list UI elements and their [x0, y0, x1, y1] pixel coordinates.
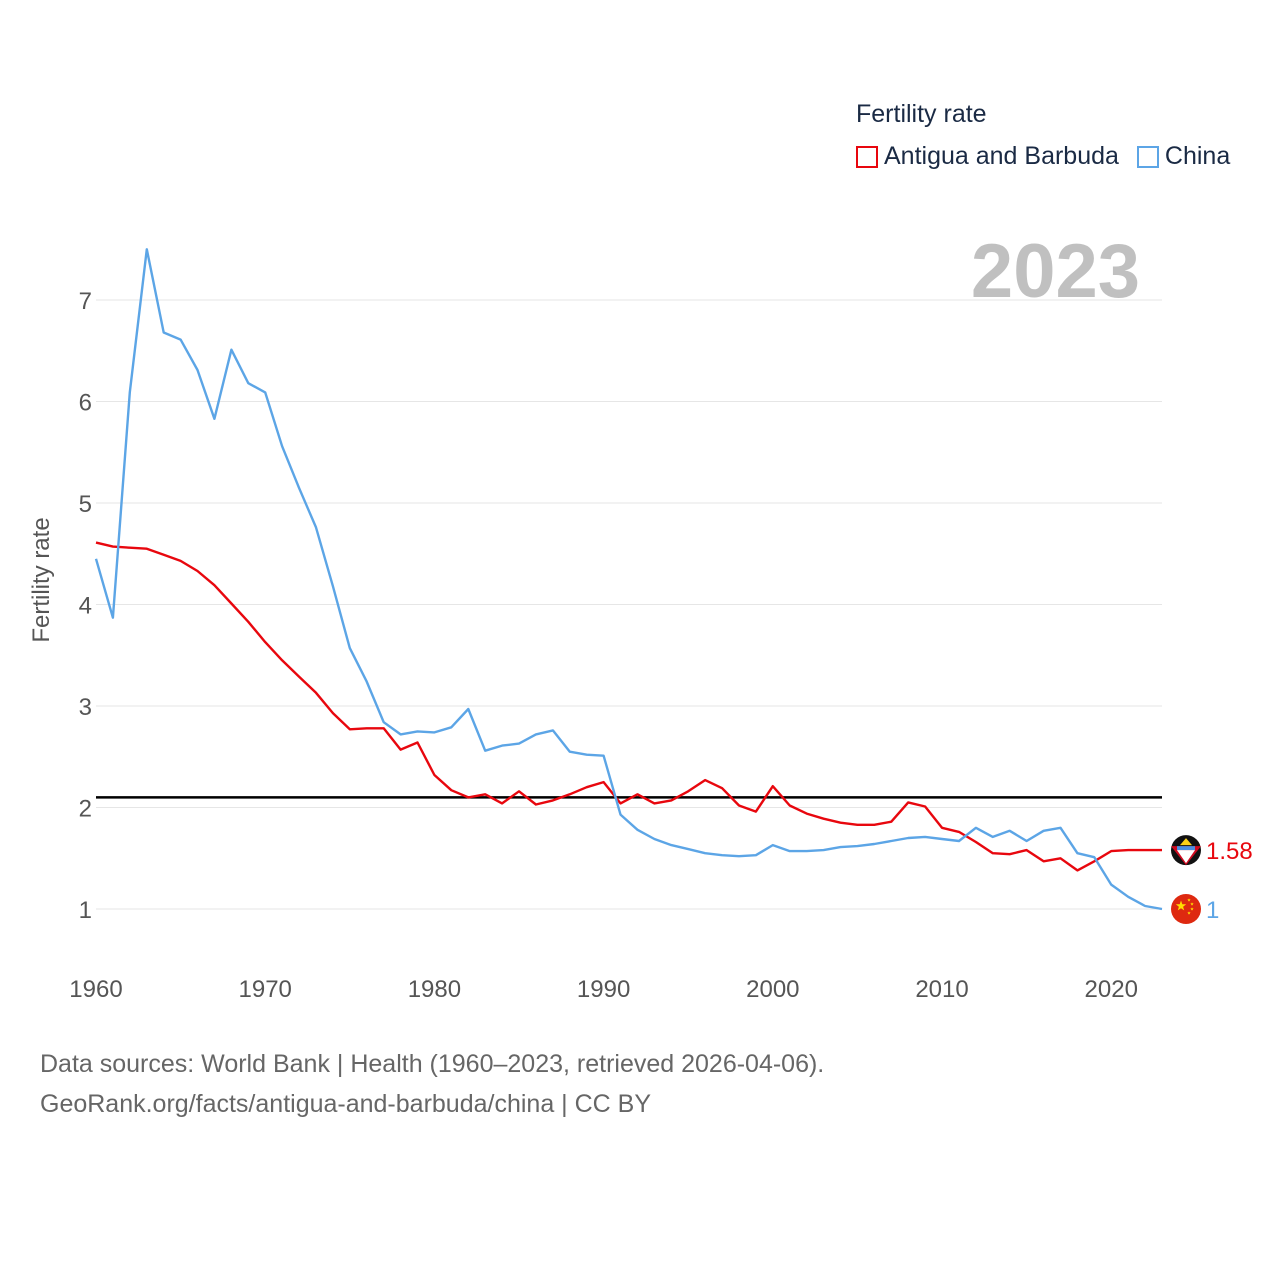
series-line-china[interactable]	[94, 248, 1163, 911]
series-end-value-antigua: 1.58	[1206, 838, 1253, 865]
y-tick-label: 4	[79, 593, 92, 620]
x-tick-label: 1990	[577, 976, 630, 1003]
y-tick-label: 7	[79, 288, 92, 315]
legend: Antigua and Barbuda China	[856, 142, 1248, 171]
y-tick-label: 2	[79, 796, 92, 823]
current-year-label: 2023	[970, 229, 1140, 314]
y-tick-label: 5	[79, 491, 92, 518]
source-line-2[interactable]: GeoRank.org/facts/antigua-and-barbuda/ch…	[40, 1090, 652, 1118]
gridlines	[96, 299, 1162, 910]
y-axis-label: Fertility rate	[28, 517, 55, 643]
legend-label-antigua: Antigua and Barbuda	[884, 142, 1119, 170]
source-line-1: Data sources: World Bank | Health (1960–…	[40, 1050, 825, 1078]
series-end-markers: 1.58 1	[1171, 835, 1253, 924]
x-tick-label: 2000	[746, 976, 799, 1003]
y-tick-label: 1	[79, 897, 92, 924]
antigua-flag-icon	[1171, 835, 1201, 866]
series-end-value-china: 1	[1206, 897, 1219, 924]
series-lines	[94, 248, 1163, 911]
y-axis-ticks: 1 2 3 4 5 6 7	[79, 288, 92, 924]
x-tick-label: 2010	[915, 976, 968, 1003]
legend-label-china: China	[1164, 142, 1231, 170]
china-flag-icon	[1171, 894, 1201, 924]
legend-swatch-china	[1136, 145, 1159, 168]
x-tick-label: 1980	[408, 976, 461, 1003]
y-tick-label: 3	[79, 694, 92, 721]
source-note: Data sources: World Bank | Health (1960–…	[40, 1044, 824, 1124]
x-tick-label: 2020	[1085, 976, 1138, 1003]
x-axis-ticks: 1960 1970 1980 1990 2000 2010 2020	[69, 976, 1138, 1003]
legend-title: Fertility rate	[856, 100, 987, 128]
legend-item-antigua[interactable]: Antigua and Barbuda	[856, 142, 1119, 171]
series-line-antigua[interactable]	[95, 541, 1162, 872]
x-tick-label: 1970	[239, 976, 292, 1003]
y-tick-label: 6	[79, 390, 92, 417]
legend-swatch-antigua	[856, 145, 878, 168]
legend-item-china[interactable]: China	[1136, 142, 1231, 171]
x-tick-label: 1960	[69, 976, 122, 1003]
